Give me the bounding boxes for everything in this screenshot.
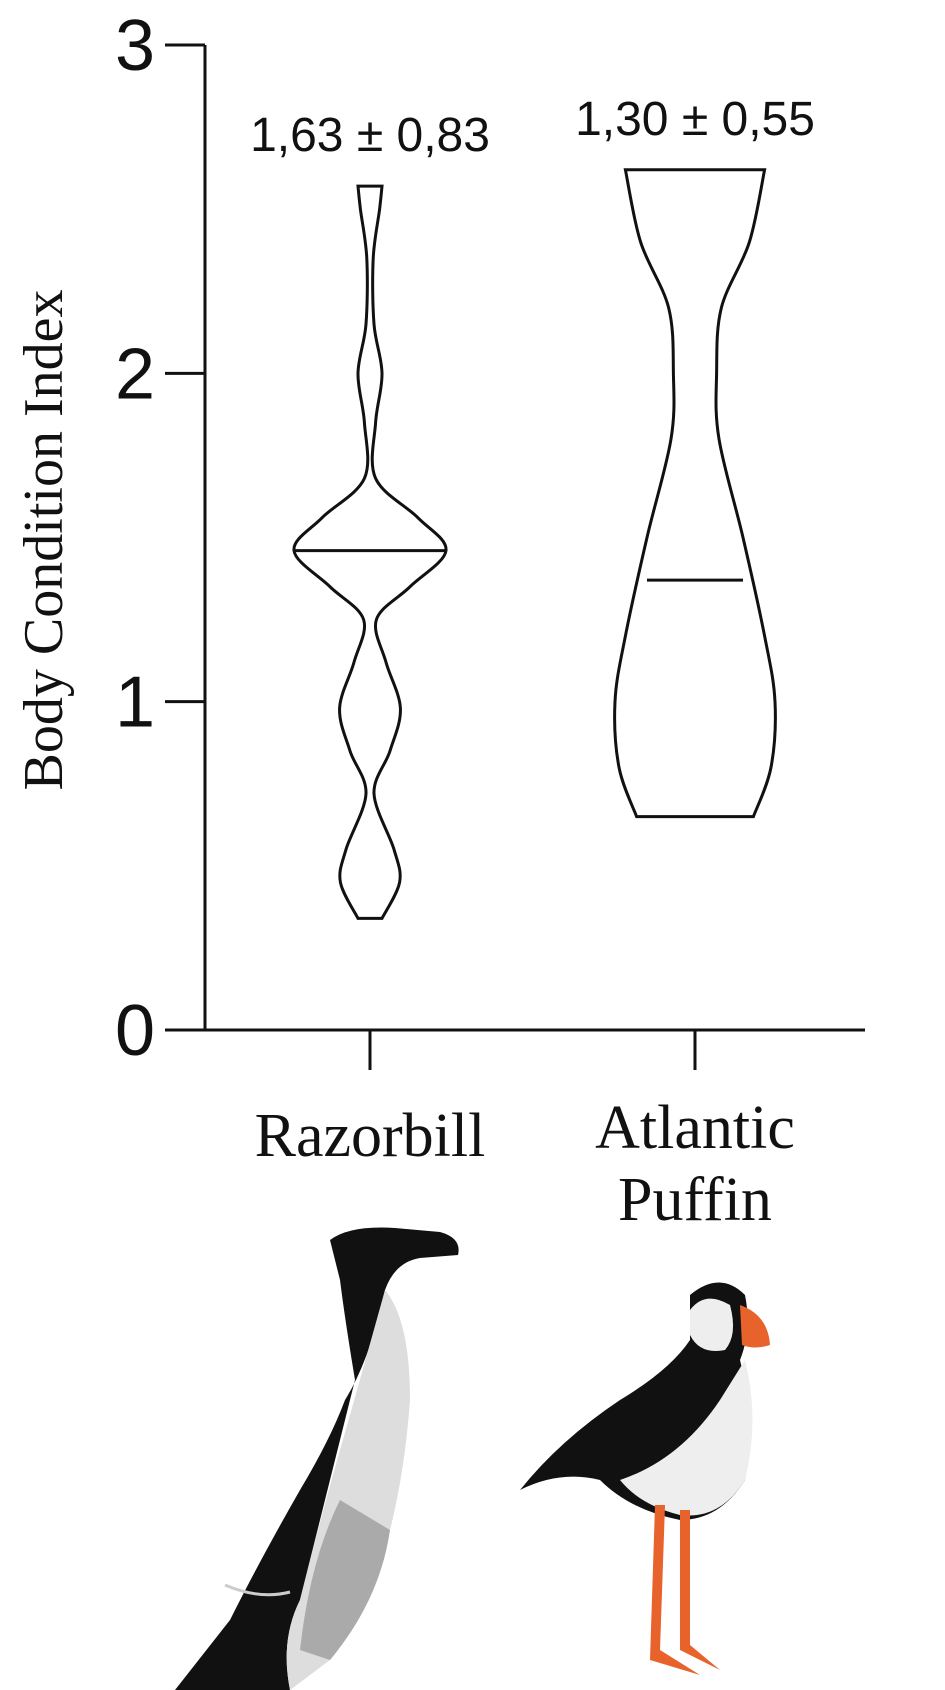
annotation: 1,30 ± 0,55 (575, 93, 815, 146)
y-tick-label: 3 (115, 6, 155, 86)
violin (613, 168, 777, 819)
razorbill-illustration (175, 1227, 459, 1690)
y-tick-label: 0 (115, 991, 155, 1071)
puffin-illustration (520, 1282, 770, 1675)
x-tick-label: Atlantic Puffin (595, 1094, 795, 1234)
violin (292, 184, 448, 920)
y-tick-label: 1 (115, 663, 155, 743)
y-axis-label: Body Condition Index (13, 290, 75, 791)
annotation: 1,63 ± 0,83 (250, 109, 490, 162)
x-tick-label: Razorbill (254, 1102, 486, 1170)
y-tick-label: 2 (115, 334, 155, 414)
